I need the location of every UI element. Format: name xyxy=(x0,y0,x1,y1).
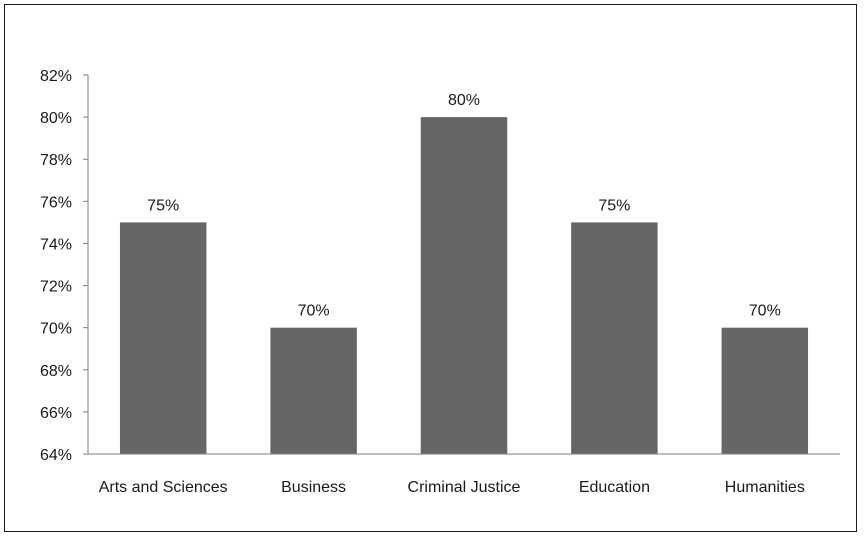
y-tick-label: 76% xyxy=(40,194,72,211)
y-tick-label: 80% xyxy=(40,110,72,127)
bar-data-label: 75% xyxy=(598,197,630,214)
y-tick-label: 66% xyxy=(40,405,72,422)
bar-data-label: 70% xyxy=(749,303,781,320)
y-tick-label: 64% xyxy=(40,447,72,464)
x-category-label: Arts and Sciences xyxy=(99,479,228,496)
x-category-label: Humanities xyxy=(725,479,805,496)
x-category-label: Criminal Justice xyxy=(408,479,521,496)
bar xyxy=(420,117,508,454)
y-tick-label: 72% xyxy=(40,279,72,296)
y-tick-label: 78% xyxy=(40,152,72,169)
bar-data-label: 70% xyxy=(298,303,330,320)
bar xyxy=(119,222,207,454)
bars xyxy=(119,117,809,454)
x-axis: Arts and Sciences Business Criminal Justic… xyxy=(88,453,840,496)
y-axis: 64% 66% 68% 70% 72% 74% 76% 78% 80% 82% xyxy=(40,68,89,464)
y-tick-label: 68% xyxy=(40,363,72,380)
bar xyxy=(270,327,357,454)
bar xyxy=(721,327,809,454)
x-category-label: Education xyxy=(579,479,650,496)
bar-data-label: 80% xyxy=(448,92,480,109)
x-category-label: Business xyxy=(281,479,346,496)
y-tick-label: 82% xyxy=(40,68,72,85)
bar xyxy=(571,222,658,454)
bar-data-label: 75% xyxy=(147,197,179,214)
y-tick-label: 74% xyxy=(40,236,72,253)
y-tick-label: 70% xyxy=(40,321,72,338)
data-labels: 75% 70% 80% 75% 70% xyxy=(147,92,781,320)
